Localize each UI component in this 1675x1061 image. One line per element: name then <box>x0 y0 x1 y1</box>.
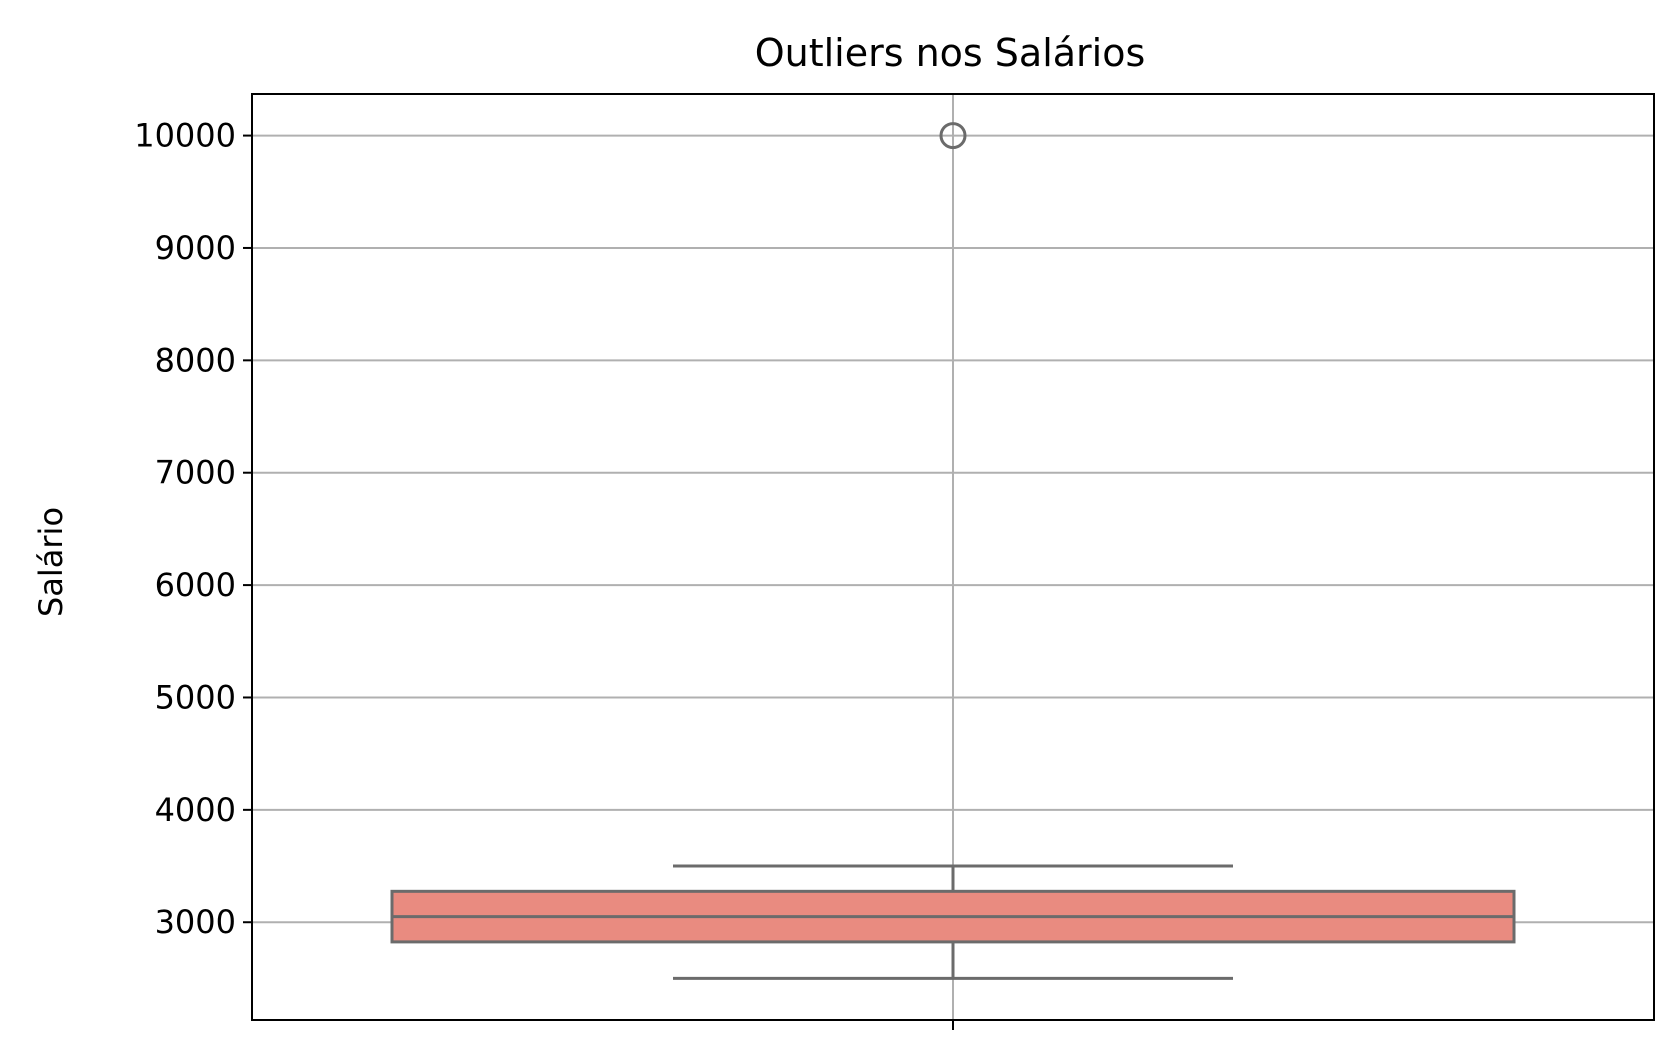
chart-title: Outliers nos Salários <box>755 31 1146 75</box>
y-tick-label: 6000 <box>155 566 236 604</box>
y-axis-label: Salário <box>32 507 70 617</box>
y-tick-label: 7000 <box>155 454 236 492</box>
y-tick-label: 3000 <box>155 903 236 941</box>
outlier-point <box>939 122 967 150</box>
box-layer <box>390 122 1516 980</box>
y-tick-label: 9000 <box>155 229 236 267</box>
y-tick-label: 8000 <box>155 341 236 379</box>
y-tick-label: 4000 <box>155 791 236 829</box>
y-axis-ticks: 3000 4000 5000 6000 7000 8000 9000 10000 <box>134 117 954 1030</box>
y-tick-label: 10000 <box>134 117 236 155</box>
y-tick-label: 5000 <box>155 678 236 716</box>
